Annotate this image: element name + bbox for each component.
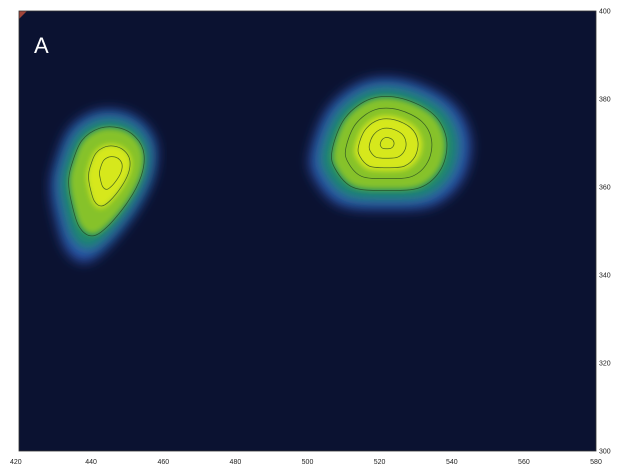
- x-tick-label: 560: [518, 459, 530, 466]
- x-tick-label: 440: [85, 459, 97, 466]
- y-tick-label: 300: [599, 449, 611, 456]
- peak-2-contour-line-4: [368, 127, 407, 159]
- y-tick-label: 400: [599, 9, 611, 16]
- peak-1-contour-line-3: [99, 156, 123, 190]
- peak-1-contour-line-1: [68, 126, 145, 237]
- y-tick-label: 380: [599, 97, 611, 104]
- y-tick-label: 360: [599, 185, 611, 192]
- x-tick-label: 540: [446, 459, 458, 466]
- x-tick-label: 500: [302, 459, 314, 466]
- y-axis: 300 320 340 360 380 400: [599, 9, 611, 456]
- x-tick-label: 480: [230, 459, 242, 466]
- x-tick-label: 580: [590, 459, 602, 466]
- contour-peaks: [51, 78, 471, 262]
- x-tick-label: 420: [10, 459, 22, 466]
- panel-label: A: [34, 33, 49, 58]
- peak-1-contour-line-2: [88, 145, 131, 207]
- peak-2: [309, 78, 471, 210]
- peak-2-contour-line-5: [379, 137, 395, 150]
- peak-2-contour-line-2: [344, 107, 433, 179]
- y-tick-label: 320: [599, 361, 611, 368]
- y-tick-label: 340: [599, 273, 611, 280]
- plot-frame: [18, 10, 597, 452]
- x-axis: 420 440 460 480 500 520 540 560 580: [10, 459, 602, 466]
- corner-marker: [19, 11, 27, 19]
- peak-2-contour-line-3: [357, 118, 419, 169]
- peak-2-fill-4: [354, 115, 422, 171]
- x-tick-label: 460: [157, 459, 169, 466]
- peak-2-contour-line-1: [331, 96, 448, 191]
- x-tick-label: 520: [374, 459, 386, 466]
- peak-1: [51, 110, 157, 262]
